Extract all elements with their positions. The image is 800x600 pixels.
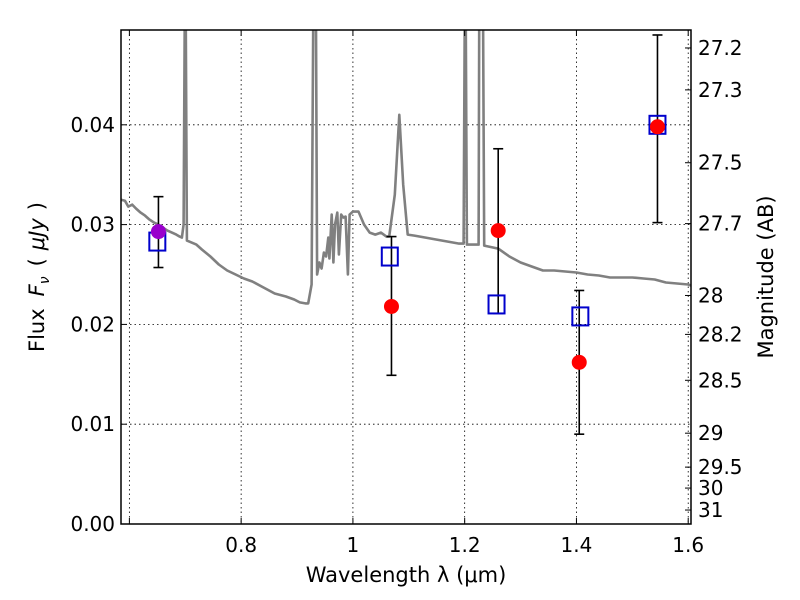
svg-text:FluxFν(μJy): Flux Fν ( μJy) xyxy=(25,202,53,352)
y-axis-label-open: ( xyxy=(25,258,49,266)
circle-marker xyxy=(383,298,399,314)
y-axis-label-symbol: F xyxy=(25,283,49,296)
y2-tick-label: 27.3 xyxy=(698,78,743,102)
x-tick-label: 1.6 xyxy=(672,533,704,557)
y-axis-label-main: Flux xyxy=(25,308,49,352)
circle-marker xyxy=(571,354,587,370)
y-tick-label: 0.04 xyxy=(70,113,115,137)
y-tick-label: 0.02 xyxy=(70,312,115,336)
y-axis-label-unit: μJy xyxy=(25,218,49,252)
y-tick-label: 0.00 xyxy=(70,512,115,536)
model-sed xyxy=(121,30,691,305)
y2-tick-label: 30 xyxy=(698,476,723,500)
y2-tick-label: 28 xyxy=(698,283,723,307)
x-tick-label: 1.2 xyxy=(449,533,481,557)
y-axis-label: Flux Fν ( μJy) xyxy=(25,202,53,352)
plot-frame xyxy=(120,29,692,525)
square-marker xyxy=(380,246,399,267)
y2-tick-label: 31 xyxy=(698,498,723,522)
y-tick-label: 0.01 xyxy=(70,412,115,436)
x-axis-label: Wavelength λ (μm) xyxy=(306,563,507,587)
circle-marker xyxy=(649,119,665,135)
y-axis-label-close: ) xyxy=(25,202,49,210)
y-axis-label-sub: ν xyxy=(37,276,53,284)
model-sed-line xyxy=(121,30,691,305)
circle-marker xyxy=(150,224,166,240)
data-markers xyxy=(148,114,667,370)
x-tick-label: 1.4 xyxy=(561,533,593,557)
circle-marker xyxy=(490,223,506,239)
y2-axis-label: Magnitude (AB) xyxy=(754,195,778,358)
y2-tick-label: 29.5 xyxy=(698,455,743,479)
y2-tick-label: 28.5 xyxy=(698,368,743,392)
y2-tick-label: 29 xyxy=(698,421,723,445)
y2-tick-label: 27.5 xyxy=(698,151,743,175)
y2-tick-label: 27.7 xyxy=(698,212,743,236)
x-tick-label: 1 xyxy=(347,533,360,557)
square-marker xyxy=(487,294,506,315)
axis-ticks: 0.8 1 1.2 1.4 1.6 0.00 0.01 0.02 0.03 0.04 27.2 27.… xyxy=(70,30,743,557)
y2-tick-label: 27.2 xyxy=(698,36,743,60)
x-tick-label: 0.8 xyxy=(225,533,257,557)
y-tick-label: 0.03 xyxy=(70,213,115,237)
y2-tick-label: 28.2 xyxy=(698,322,743,346)
square-marker xyxy=(571,306,590,327)
